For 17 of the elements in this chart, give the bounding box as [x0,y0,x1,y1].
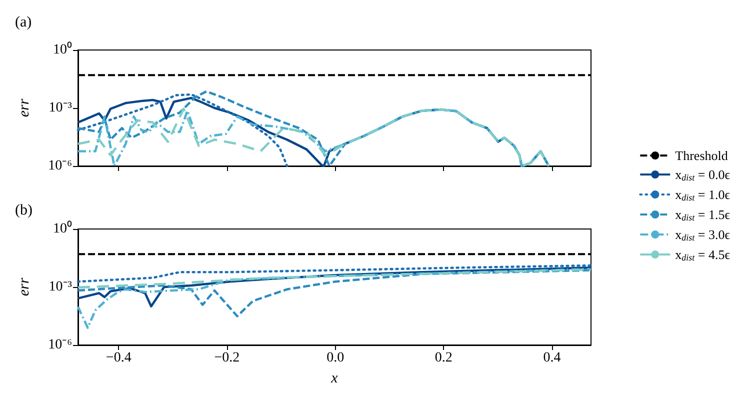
y-tick-label: 10⁻³ [48,100,72,116]
x-axis-title: x [330,370,338,386]
y-axis-title: err [16,278,32,296]
x-tick-label: 0.2 [434,350,452,366]
x-tick-label: −0.2 [214,350,240,366]
y-tick-label: 10⁻⁶ [48,338,72,352]
chart-title: (a) [15,14,32,30]
y-axis-title: err [16,98,32,118]
y-tick-label: 10⁰ [53,42,72,58]
legend-label: Threshold [675,148,728,163]
y-tick-label: 10⁻³ [48,280,72,294]
y-tick-label: 10⁰ [53,220,72,236]
x-tick-label: 0.0 [326,350,344,366]
y-tick-label: 10⁻⁶ [48,158,72,174]
chart-title: (b) [15,202,32,218]
x-tick-label: 0.4 [543,350,561,366]
x-tick-label: −0.4 [106,350,132,366]
